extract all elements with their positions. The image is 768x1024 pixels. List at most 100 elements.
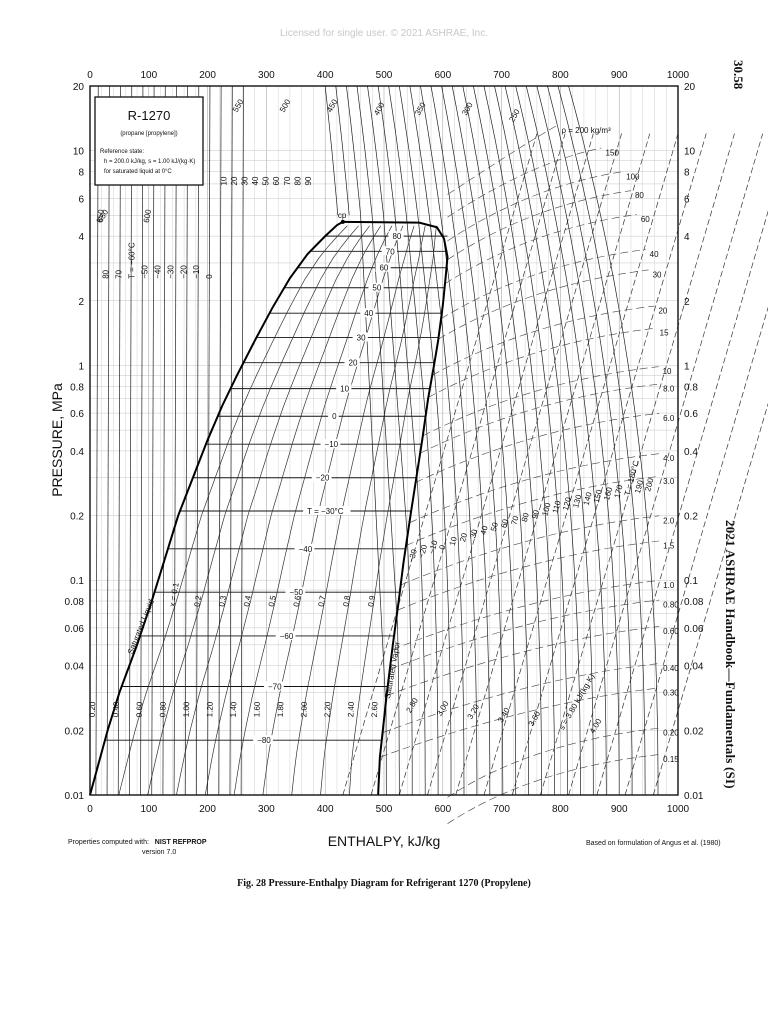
quality-line [320, 225, 426, 796]
y-tick-label-left: 6 [78, 194, 84, 205]
density-line [389, 599, 660, 670]
vapor-isotherm-label: 0 [438, 544, 448, 551]
vapor-isotherm-label: −10 [427, 539, 439, 555]
quality-line [118, 225, 348, 796]
liquid-isotherm-label: 50 [262, 176, 271, 185]
liquid-isotherm-label: 10 [219, 176, 228, 185]
isotherm-label-bg [344, 357, 360, 367]
entropy-label: 1.80 [276, 701, 286, 717]
x-tick-label-bottom: 100 [140, 804, 157, 815]
liquid-isotherm-label: 60 [272, 176, 281, 185]
vapor-isotherm-label: 60 [499, 518, 510, 529]
y-axis-title: PRESSURE, MPa [49, 383, 65, 497]
quality-line [176, 225, 370, 796]
x-tick-label-bottom: 200 [199, 804, 216, 815]
entropy-label: 2.60 [370, 701, 380, 717]
isotherm-label: −40 [299, 545, 313, 554]
plot-frame [89, 85, 679, 796]
entropy-label: 2.20 [323, 701, 333, 717]
liquid-isotherm-label-mid: 0 [205, 274, 214, 279]
y-tick-label-left: 0.02 [65, 726, 85, 737]
isotherm-label: T = −30°C [307, 507, 344, 516]
entropy-label: 0.40 [111, 701, 121, 717]
vapor-isotherm [377, 86, 426, 795]
vapor-isotherm [525, 86, 607, 795]
title-box [94, 96, 204, 186]
density-label: 6.0 [663, 414, 675, 423]
vapor-isotherm [430, 86, 491, 795]
quality-label: 0.6 [292, 594, 303, 607]
density-label: 100 [626, 172, 640, 181]
vapor-isotherm [568, 86, 659, 795]
isotherm-label-bg [388, 231, 404, 241]
quality-label: x = 0.1 [168, 581, 181, 607]
x-tick-label-top: 100 [140, 70, 157, 81]
x-tick-label-top: 600 [434, 70, 451, 81]
density-line [447, 754, 660, 824]
y-tick-label-left: 0.06 [65, 624, 85, 635]
vapor-isotherm [346, 86, 387, 796]
liquid-isotherm [151, 85, 155, 796]
vapor-isotherm-label: 190 [633, 479, 645, 495]
density-line [440, 249, 646, 319]
density-line [405, 476, 660, 546]
density-line [382, 663, 660, 733]
vapor-isotherm [483, 86, 555, 795]
density-line [400, 515, 660, 586]
x-tick-label-bottom: 400 [317, 804, 334, 815]
density-label: 20 [658, 307, 667, 316]
isotherm-label: 30 [357, 333, 366, 342]
liquid-isotherm-label: 70 [283, 176, 292, 185]
high-temp-label-top: 350 [413, 100, 428, 117]
x-tick-label-top: 700 [493, 70, 510, 81]
isotherm-label-bg [263, 681, 284, 691]
figure-caption: Fig. 28 Pressure-Enthalpy Diagram for Re… [237, 878, 531, 889]
x-tick-label-bottom: 900 [611, 804, 628, 815]
density-line [447, 171, 623, 242]
x-tick-label-bottom: 500 [376, 804, 393, 815]
y-tick-label-right: 0.02 [684, 726, 704, 737]
vapor-isotherm [398, 86, 452, 795]
x-tick-label-top: 900 [611, 70, 628, 81]
high-temp-label-top: 400 [372, 100, 387, 117]
liquid-isotherm-label-mid: −10 [192, 265, 201, 279]
entropy-label: 0.60 [135, 701, 145, 717]
isentrope-line [342, 133, 538, 796]
license-notice: Licensed for single user. © 2021 ASHRAE,… [279, 28, 489, 39]
liquid-isotherm [106, 85, 110, 796]
isotherm-label: 10 [340, 385, 349, 394]
density-label: ρ = 200 kg/m³ [561, 126, 611, 135]
isotherm-label-bg [368, 282, 384, 292]
x-tick-label-bottom: 300 [258, 804, 275, 815]
y-tick-label-right: 0.08 [684, 597, 704, 608]
page-number: 30.58 [731, 60, 746, 90]
density-label: 15 [660, 329, 669, 338]
density-label: 8.0 [663, 385, 675, 394]
y-tick-label-left: 1 [78, 361, 84, 372]
density-label: 0.20 [663, 729, 679, 738]
x-axis-title: ENTHALPY, kJ/kg [328, 833, 441, 849]
quality-label: 0.7 [317, 594, 328, 607]
vapor-isotherm-label: 150 [592, 488, 604, 504]
density-label: 1.5 [663, 542, 675, 551]
y-tick-label-right: 0.04 [684, 662, 704, 673]
isotherm-label: −10 [325, 440, 339, 449]
liquid-isotherm [95, 85, 99, 796]
isotherm-label-bg [381, 246, 397, 256]
liquid-isotherm-label-mid: 80 [102, 269, 111, 278]
isotherm-label-bg [320, 439, 341, 449]
vapor-isotherm [420, 86, 478, 795]
entropy-label: 0.80 [158, 701, 168, 717]
entropy-label-vapor: 4.00 [588, 717, 604, 735]
vapor-isotherm [388, 86, 439, 795]
vapor-isotherm [536, 86, 620, 795]
footer-version: version 7.0 [142, 849, 177, 856]
entropy-label-vapor: 2.80 [404, 696, 420, 714]
vapor-isotherm [367, 86, 413, 795]
isotherm-label: −70 [268, 683, 282, 692]
density-label: 0.15 [663, 755, 679, 764]
y-tick-label-right: 2 [684, 297, 690, 308]
y-tick-label-left: 8 [78, 167, 84, 178]
density-line [422, 366, 659, 437]
density-label: 4.0 [663, 454, 675, 463]
